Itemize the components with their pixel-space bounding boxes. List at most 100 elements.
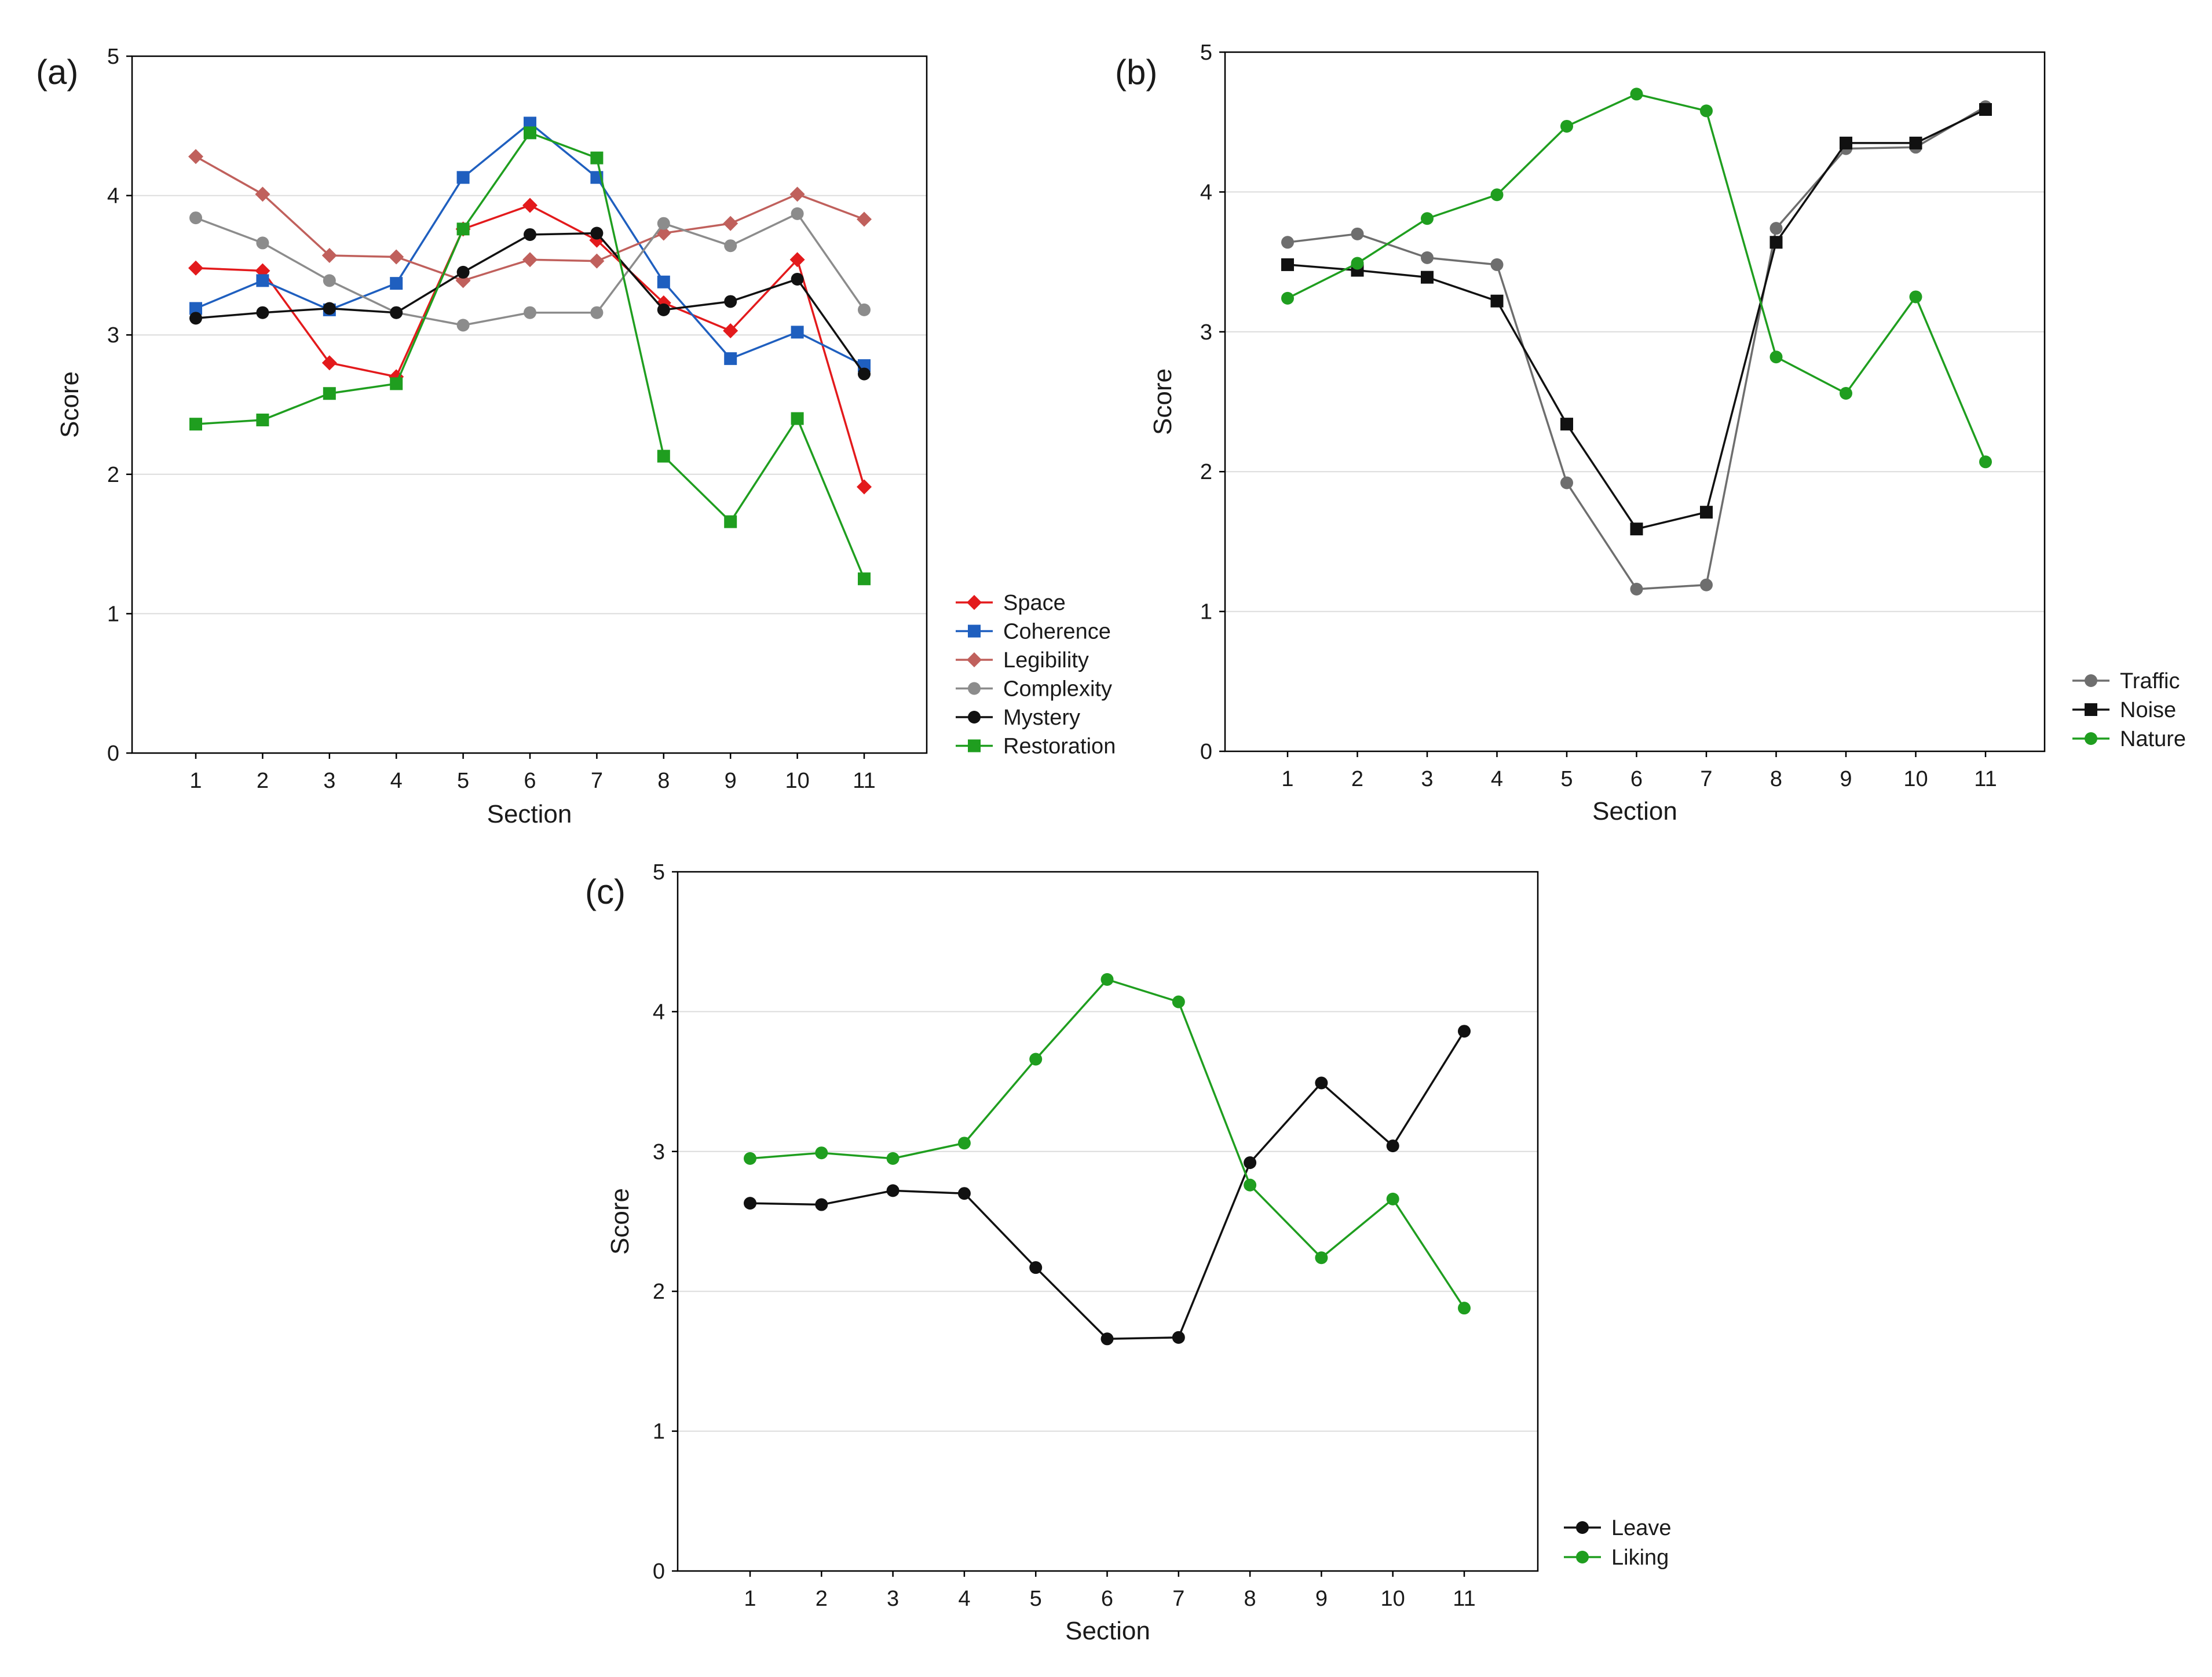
data-point-noise bbox=[1840, 136, 1852, 149]
data-point-nature bbox=[1909, 290, 1922, 304]
y-axis-title: Score bbox=[56, 371, 84, 438]
legend-swatch-marker bbox=[1576, 1551, 1589, 1563]
data-point-liking bbox=[1100, 973, 1114, 986]
data-point-coherence bbox=[791, 326, 804, 339]
x-tick-label: 7 bbox=[1172, 1587, 1184, 1611]
data-point-nature bbox=[1421, 212, 1434, 225]
legend-swatch-marker bbox=[968, 711, 981, 724]
series-traffic bbox=[1281, 100, 1992, 595]
data-point-liking bbox=[815, 1146, 828, 1160]
data-point-complexity bbox=[724, 239, 737, 253]
legend-label: Mystery bbox=[1003, 706, 1080, 730]
legend-label: Traffic bbox=[2120, 669, 2180, 693]
x-tick-label: 9 bbox=[1840, 767, 1852, 791]
legend-swatch-marker bbox=[968, 682, 981, 695]
data-point-complexity bbox=[256, 236, 269, 250]
data-point-traffic bbox=[1700, 578, 1713, 591]
y-tick-label: 5 bbox=[107, 45, 119, 69]
data-point-complexity bbox=[323, 274, 336, 287]
data-point-coherence bbox=[456, 171, 470, 184]
y-tick-label: 3 bbox=[653, 1140, 665, 1164]
legend-label: Coherence bbox=[1003, 620, 1111, 644]
x-tick-label: 11 bbox=[853, 769, 875, 793]
data-point-legibility bbox=[389, 249, 404, 265]
data-point-space bbox=[522, 198, 538, 213]
x-tick-label: 8 bbox=[657, 769, 670, 793]
x-tick-label: 4 bbox=[958, 1587, 970, 1611]
data-point-nature bbox=[1979, 455, 1992, 469]
data-point-legibility bbox=[188, 149, 203, 165]
y-tick-label: 4 bbox=[653, 1000, 665, 1024]
data-point-restoration bbox=[858, 572, 871, 586]
y-tick-label: 2 bbox=[653, 1280, 665, 1304]
data-point-liking bbox=[957, 1137, 971, 1150]
data-point-restoration bbox=[524, 126, 536, 140]
y-tick-label: 3 bbox=[1200, 320, 1212, 345]
series-line-coherence bbox=[195, 122, 865, 367]
x-tick-label: 3 bbox=[1421, 767, 1433, 791]
data-point-nature bbox=[1769, 350, 1783, 364]
data-point-legibility bbox=[589, 253, 605, 269]
data-point-restoration bbox=[590, 151, 604, 165]
x-tick-label: 2 bbox=[1351, 767, 1363, 791]
data-point-mystery bbox=[390, 306, 403, 319]
x-axis-title: Section bbox=[487, 800, 572, 828]
data-point-mystery bbox=[524, 228, 536, 241]
x-tick-label: 9 bbox=[1315, 1587, 1328, 1611]
legend: Leave Liking bbox=[1564, 1516, 1672, 1570]
data-point-leave bbox=[1386, 1139, 1399, 1153]
x-tick-label: 6 bbox=[1630, 767, 1643, 791]
series-complexity bbox=[189, 207, 871, 332]
data-point-traffic bbox=[1351, 227, 1364, 240]
y-tick-label: 1 bbox=[1200, 600, 1212, 624]
legend-swatch-marker bbox=[2085, 674, 2097, 687]
data-point-noise bbox=[1560, 418, 1573, 431]
series-line-traffic bbox=[1287, 105, 1986, 590]
series-noise bbox=[1281, 103, 1992, 536]
data-point-coherence bbox=[256, 274, 269, 287]
series-leave bbox=[744, 1025, 1471, 1346]
legend: Traffic Noise Nature bbox=[2072, 669, 2186, 751]
data-point-legibility bbox=[723, 215, 738, 231]
data-point-space bbox=[723, 323, 738, 338]
y-tick-label: 2 bbox=[1200, 460, 1212, 484]
data-point-noise bbox=[1421, 271, 1434, 284]
series-restoration bbox=[189, 126, 871, 586]
x-tick-label: 6 bbox=[524, 769, 536, 793]
panel-label: (c) bbox=[585, 872, 626, 911]
data-point-leave bbox=[1315, 1076, 1328, 1090]
y-tick-label: 0 bbox=[1200, 740, 1212, 764]
series-space bbox=[188, 198, 872, 495]
data-point-traffic bbox=[1560, 476, 1573, 489]
y-axis-title: Score bbox=[1149, 368, 1177, 435]
y-tick-label: 4 bbox=[107, 184, 119, 209]
legend-label: Noise bbox=[2120, 698, 2176, 722]
x-tick-label: 8 bbox=[1244, 1587, 1256, 1611]
legend-swatch-marker bbox=[1576, 1521, 1589, 1534]
data-point-noise bbox=[1769, 236, 1783, 249]
legend-label: Liking bbox=[1611, 1546, 1669, 1570]
data-point-space bbox=[321, 355, 337, 371]
data-point-complexity bbox=[456, 319, 470, 332]
legend-label: Complexity bbox=[1003, 677, 1112, 702]
data-point-restoration bbox=[724, 515, 737, 528]
legend-swatch-marker bbox=[968, 739, 981, 752]
data-point-leave bbox=[1458, 1025, 1471, 1038]
x-tick-label: 10 bbox=[1381, 1587, 1405, 1611]
data-point-liking bbox=[744, 1152, 756, 1165]
data-point-mystery bbox=[323, 302, 336, 315]
y-tick-label: 2 bbox=[107, 463, 119, 487]
x-tick-label: 2 bbox=[816, 1587, 828, 1611]
data-point-liking bbox=[1244, 1178, 1257, 1192]
legend-label: Space bbox=[1003, 591, 1066, 615]
data-point-restoration bbox=[390, 377, 403, 390]
data-point-leave bbox=[1172, 1331, 1185, 1344]
x-axis-title: Section bbox=[1065, 1617, 1150, 1645]
series-line-liking bbox=[749, 978, 1465, 1309]
data-point-noise bbox=[1979, 103, 1992, 116]
data-point-noise bbox=[1909, 136, 1922, 149]
x-tick-label: 1 bbox=[189, 769, 202, 793]
series-coherence bbox=[189, 116, 871, 372]
y-tick-label: 5 bbox=[1200, 41, 1212, 65]
